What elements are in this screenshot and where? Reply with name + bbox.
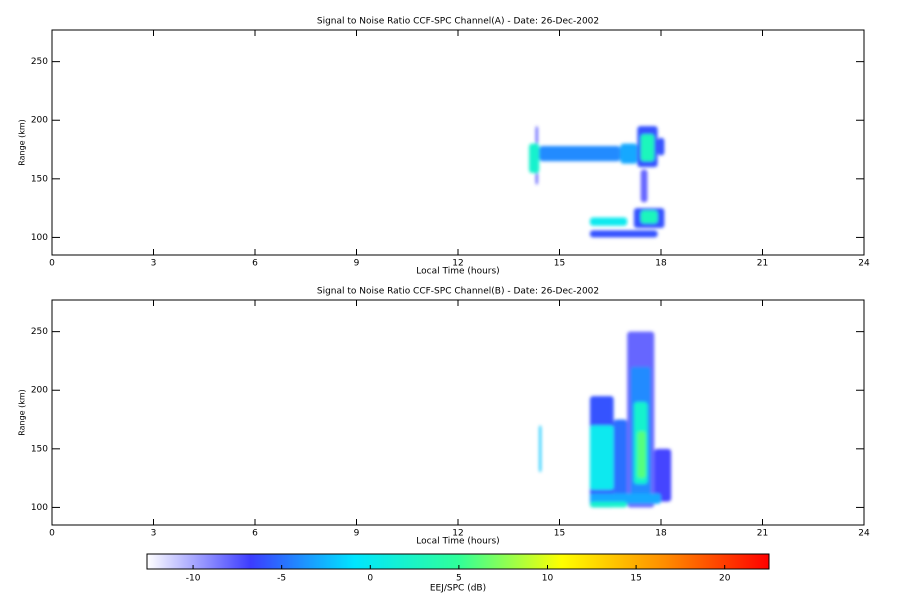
x-axis-label: Local Time (hours): [416, 537, 499, 547]
heatmap-cell: [539, 146, 621, 162]
colorbar-tick-label: 0: [367, 574, 373, 584]
y-tick-label: 200: [31, 116, 48, 126]
x-tick-label: 9: [354, 259, 360, 269]
x-tick-label: 21: [757, 529, 768, 539]
heatmap-cell: [529, 143, 540, 173]
x-tick-label: 24: [858, 259, 870, 269]
heatmap-cell: [640, 134, 655, 162]
x-tick-label: 15: [554, 529, 565, 539]
heatmap-cell: [657, 137, 665, 156]
y-tick-label: 150: [31, 444, 48, 454]
x-tick-label: 12: [452, 259, 463, 269]
x-tick-label: 9: [354, 529, 360, 539]
heatmap-cell: [539, 425, 542, 473]
y-tick-label: 150: [31, 174, 48, 184]
x-tick-label: 0: [49, 259, 55, 269]
x-tick-label: 18: [655, 259, 667, 269]
x-tick-label: 24: [858, 529, 870, 539]
chart-title: Signal to Noise Ratio CCF-SPC Channel(A)…: [317, 17, 599, 27]
heatmap-cell: [589, 230, 658, 238]
heatmap-cell: [637, 431, 646, 479]
plot-frame: [51, 29, 865, 256]
y-tick-label: 250: [31, 327, 48, 337]
x-tick-label: 3: [151, 259, 157, 269]
y-tick-label: 100: [31, 233, 48, 243]
x-axis-label: Local Time (hours): [416, 267, 499, 277]
heatmap-cell: [589, 493, 661, 504]
heatmap-cell: [613, 419, 628, 502]
x-tick-label: 6: [252, 529, 258, 539]
heatmap-cell: [589, 501, 628, 508]
y-tick-label: 200: [31, 386, 48, 396]
x-tick-label: 15: [554, 259, 565, 269]
heatmap-cells: [529, 126, 665, 238]
y-tick-label: 100: [31, 503, 48, 513]
colorbar: [146, 553, 770, 570]
heatmap-cell: [589, 217, 628, 226]
x-tick-label: 18: [655, 529, 667, 539]
colorbar-tick-label: 15: [630, 574, 641, 584]
x-tick-label: 6: [252, 259, 258, 269]
heatmap-cell: [620, 143, 638, 164]
y-axis-label: Range (km): [18, 389, 27, 436]
x-tick-label: 3: [151, 529, 157, 539]
x-tick-label: 0: [49, 529, 55, 539]
y-axis-label: Range (km): [18, 119, 27, 166]
colorbar-tick-label: -5: [277, 574, 286, 584]
heatmap-cell: [589, 425, 614, 490]
heatmap-cell: [640, 210, 658, 224]
colorbar-tick-label: 10: [542, 574, 554, 584]
heatmap-cells: [539, 331, 672, 508]
colorbar-label: EEJ/SPC (dB): [430, 584, 486, 594]
x-tick-label: 12: [452, 529, 463, 539]
chart-title: Signal to Noise Ratio CCF-SPC Channel(B)…: [317, 287, 599, 297]
heatmap-cell: [654, 448, 672, 502]
plot-frame: [51, 299, 865, 526]
heatmap-cell: [640, 169, 648, 203]
colorbar-tick-label: 5: [456, 574, 462, 584]
x-tick-label: 21: [757, 259, 768, 269]
colorbar-tick-label: -10: [186, 574, 201, 584]
colorbar-tick-label: 20: [719, 574, 731, 584]
y-tick-label: 250: [31, 57, 48, 67]
